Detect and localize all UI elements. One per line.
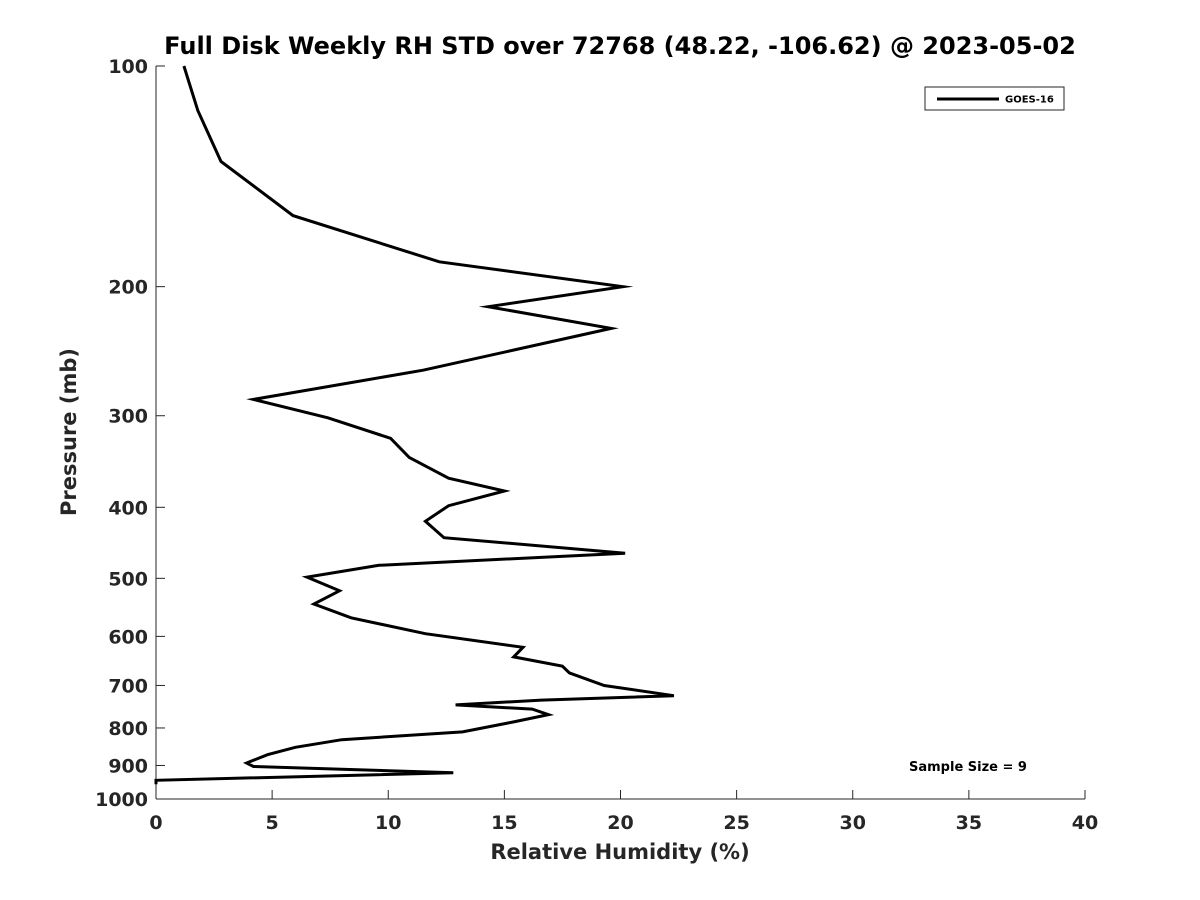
x-axis-label: Relative Humidity (%)	[490, 840, 749, 864]
y-tick-label: 300	[108, 406, 148, 428]
x-tick-label: 25	[723, 812, 749, 834]
x-axis-ticks: 0 5 10 15 20 25 30 35 40	[149, 790, 1098, 834]
y-tick-label: 200	[108, 277, 148, 299]
x-tick-label: 20	[607, 812, 633, 834]
series-line-goes-16	[154, 65, 675, 785]
y-tick-label: 400	[108, 497, 148, 519]
y-tick-label: 700	[108, 675, 148, 697]
x-tick-label: 30	[840, 812, 866, 834]
x-tick-label: 5	[266, 812, 279, 834]
x-tick-label: 35	[956, 812, 982, 834]
y-tick-label: 600	[108, 626, 148, 648]
x-tick-label: 10	[375, 812, 401, 834]
y-tick-label: 500	[108, 568, 148, 590]
y-axis-label: Pressure (mb)	[57, 348, 81, 516]
y-tick-label: 800	[108, 718, 148, 740]
legend-label-goes-16: GOES-16	[1005, 95, 1054, 106]
y-tick-label: 1000	[95, 789, 148, 811]
sample-size-annotation: Sample Size = 9	[909, 760, 1027, 775]
series-layer	[154, 65, 675, 785]
legend: GOES-16	[924, 86, 1065, 111]
y-tick-label: 100	[108, 56, 148, 78]
y-axis-ticks: 100 200 300 400 500 600 700 800 900 1000	[95, 56, 165, 811]
x-tick-label: 40	[1072, 812, 1098, 834]
y-tick-label: 900	[108, 755, 148, 777]
chart-title: Full Disk Weekly RH STD over 72768 (48.2…	[164, 32, 1076, 60]
x-tick-label: 0	[149, 812, 162, 834]
x-tick-label: 15	[491, 812, 517, 834]
